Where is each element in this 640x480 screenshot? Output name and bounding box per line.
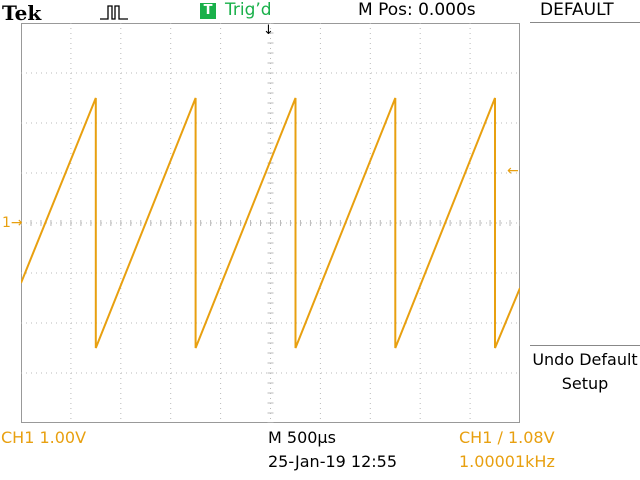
main-position-readout: M Pos: 0.000s	[358, 0, 476, 20]
timebase-readout: M 500µs	[268, 428, 336, 447]
ch1-waveform-trace	[21, 97, 520, 349]
menu-divider	[530, 345, 640, 346]
trigger-info-readout: CH1 ∕ 1.08V	[459, 428, 555, 447]
undo-default-setup-label: Undo Default Setup	[532, 350, 638, 393]
ch1-scale-readout: CH1 1.00V	[1, 428, 87, 447]
frequency-readout: 1.00001kHz	[459, 452, 555, 471]
waveform-display	[21, 23, 520, 423]
trigger-level-arrow-icon: ←	[507, 163, 519, 179]
ch1-ground-marker: 1→	[2, 215, 23, 231]
ch1-ground-label: 1	[2, 215, 11, 231]
brand-logo: Tek	[2, 1, 42, 25]
date-time-readout: 25-Jan-19 12:55	[268, 452, 398, 471]
trigger-status: Trig’d	[225, 0, 272, 20]
menu-title: DEFAULT	[540, 0, 614, 20]
pulse-acquire-icon	[100, 5, 128, 20]
menu-divider	[530, 22, 640, 23]
trigger-badge: T	[200, 3, 216, 19]
arrow-right-icon: →	[10, 215, 23, 231]
undo-default-setup-button[interactable]: Undo Default Setup	[530, 348, 640, 396]
trigger-position-arrow-icon: ↓	[263, 23, 274, 38]
